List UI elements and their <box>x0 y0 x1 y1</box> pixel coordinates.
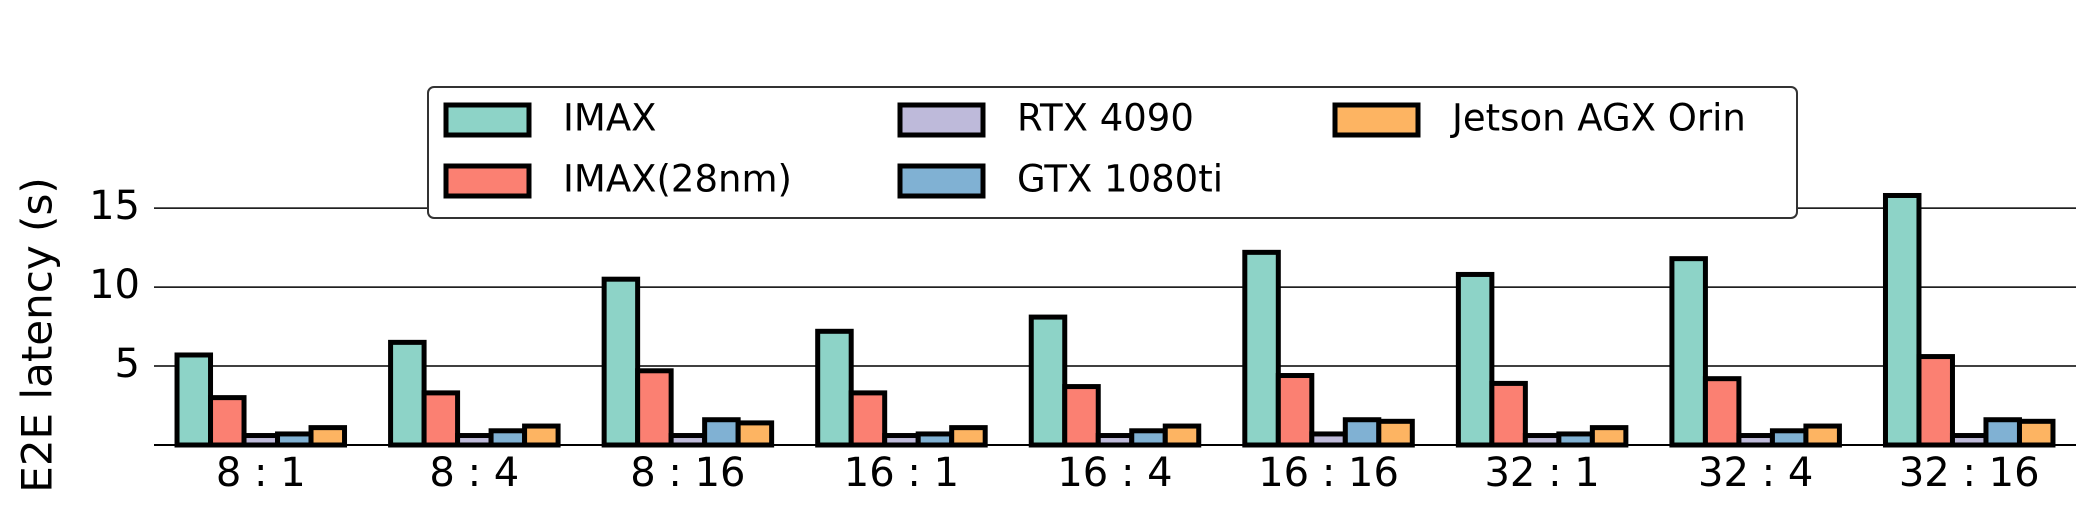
bar <box>421 390 461 448</box>
bar <box>275 431 314 448</box>
bar <box>1522 433 1562 448</box>
bar <box>488 428 528 448</box>
y-tick-label: 5 <box>115 341 140 387</box>
bar <box>848 390 888 448</box>
bar <box>1983 417 2022 448</box>
bar <box>1309 431 1348 448</box>
bar <box>735 420 775 448</box>
legend-label: GTX 1080ti <box>1017 158 1223 201</box>
bar <box>174 352 214 448</box>
bar <box>1275 373 1315 448</box>
bar <box>882 433 921 448</box>
bar <box>1769 428 1809 448</box>
bar <box>1455 271 1495 448</box>
bar <box>601 276 641 448</box>
legend-label: RTX 4090 <box>1017 97 1194 140</box>
y-axis-label: E2E latency (s) <box>13 177 62 492</box>
bar <box>1589 425 1629 448</box>
bar <box>1556 431 1595 448</box>
bar <box>702 417 741 448</box>
legend-label: IMAX(28nm) <box>563 158 792 201</box>
bar <box>635 368 674 448</box>
bar <box>1162 423 1202 448</box>
bar <box>1342 417 1382 448</box>
bar <box>208 395 247 448</box>
legend-label: Jetson AGX Orin <box>1450 97 1746 140</box>
legend-swatch <box>1332 102 1421 138</box>
bar <box>1129 428 1168 448</box>
x-tick-label: 32 : 16 <box>1899 450 2040 496</box>
x-tick-label: 8 : 16 <box>630 450 745 496</box>
bar <box>1916 354 1955 448</box>
bar <box>1376 418 1415 448</box>
bar <box>1489 380 1528 448</box>
bar <box>455 433 494 448</box>
y-tick-label: 15 <box>89 183 140 229</box>
bar <box>308 425 348 448</box>
bar <box>1949 433 1989 448</box>
bar <box>388 339 427 448</box>
bar <box>1669 256 1708 448</box>
x-tick-label: 32 : 1 <box>1484 450 1599 496</box>
x-tick-label: 16 : 4 <box>1057 450 1172 496</box>
legend-swatch <box>897 163 986 199</box>
bar <box>915 431 955 448</box>
legend-swatch <box>443 102 532 138</box>
x-tick-label: 16 : 16 <box>1258 450 1399 496</box>
bar <box>2016 418 2056 448</box>
bar <box>1062 384 1101 448</box>
x-tick-label: 8 : 4 <box>429 450 519 496</box>
bar <box>815 328 854 448</box>
bar <box>668 433 708 448</box>
bar <box>1736 433 1775 448</box>
bar <box>1702 376 1742 448</box>
x-tick-label: 16 : 1 <box>844 450 959 496</box>
bar <box>1095 433 1135 448</box>
legend-swatch <box>897 102 986 138</box>
y-tick-label: 10 <box>89 262 140 308</box>
bar <box>1882 192 1922 448</box>
bar <box>241 433 281 448</box>
bar <box>1803 423 1842 448</box>
bar <box>1242 249 1281 448</box>
bar <box>1028 314 1068 448</box>
bar <box>522 423 561 448</box>
legend-swatch <box>443 163 532 199</box>
legend-box <box>427 86 1798 219</box>
bar <box>949 425 988 448</box>
legend-label: IMAX <box>563 97 657 140</box>
x-tick-label: 32 : 4 <box>1698 450 1813 496</box>
x-tick-label: 8 : 1 <box>216 450 306 496</box>
